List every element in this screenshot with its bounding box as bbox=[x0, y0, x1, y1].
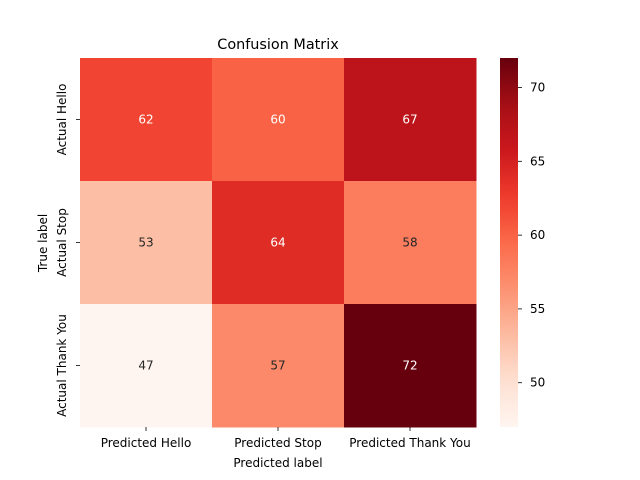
y-tick-label: Actual Hello bbox=[55, 84, 69, 156]
heatmap-cell bbox=[344, 181, 477, 305]
heatmap-cell bbox=[212, 58, 345, 182]
heatmap-cells: 62 60 67 53 64 58 47 57 72 bbox=[80, 58, 477, 428]
colorbar bbox=[500, 58, 518, 427]
colorbar-tick-label: 60 bbox=[530, 228, 545, 242]
cell-value-label: 57 bbox=[270, 359, 285, 373]
heatmap-cell bbox=[344, 304, 477, 428]
cell-value-label: 67 bbox=[402, 113, 417, 127]
heatmap-cell bbox=[80, 181, 213, 305]
y-tick-labels: Actual Hello Actual Stop Actual Thank You bbox=[55, 84, 80, 417]
heatmap-cell bbox=[80, 58, 213, 182]
cell-value-label: 53 bbox=[138, 236, 153, 250]
chart-title: Confusion Matrix bbox=[217, 37, 339, 53]
y-tick-label: Actual Thank You bbox=[55, 314, 69, 417]
colorbar-tick-label: 65 bbox=[530, 154, 545, 168]
heatmap-cell bbox=[212, 181, 345, 305]
colorbar-ticks: 50 55 60 65 70 bbox=[518, 81, 545, 390]
colorbar-tick-label: 50 bbox=[530, 376, 545, 390]
cell-value-label: 72 bbox=[402, 359, 417, 373]
x-tick-label: Predicted Stop bbox=[234, 436, 321, 450]
cell-value-label: 64 bbox=[270, 236, 285, 250]
y-axis-label: True label bbox=[36, 214, 50, 273]
y-tick-label: Actual Stop bbox=[55, 208, 69, 277]
colorbar-tick-label: 55 bbox=[530, 302, 545, 316]
x-tick-labels: Predicted Hello Predicted Stop Predicted T… bbox=[101, 427, 471, 450]
cell-value-label: 60 bbox=[270, 113, 285, 127]
cell-value-label: 47 bbox=[138, 359, 153, 373]
x-tick-label: Predicted Thank You bbox=[349, 436, 471, 450]
heatmap-cell bbox=[212, 304, 345, 428]
heatmap-cell bbox=[80, 304, 213, 428]
heatmap-cell bbox=[344, 58, 477, 182]
colorbar-tick-label: 70 bbox=[530, 81, 545, 95]
x-axis-label: Predicted label bbox=[233, 456, 322, 470]
cell-value-label: 58 bbox=[402, 236, 417, 250]
cell-value-label: 62 bbox=[138, 113, 153, 127]
x-tick-label: Predicted Hello bbox=[101, 436, 192, 450]
